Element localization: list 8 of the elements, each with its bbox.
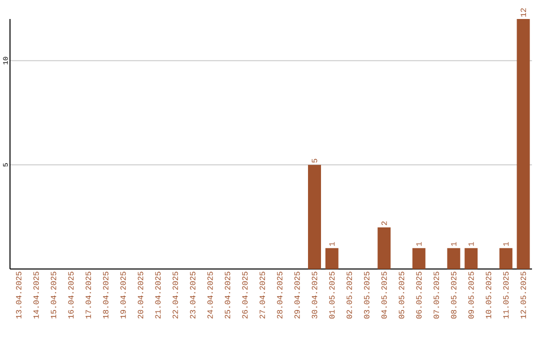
bar	[464, 248, 478, 269]
bar	[499, 248, 512, 269]
bar	[325, 248, 338, 269]
bar	[308, 164, 322, 269]
bar	[516, 18, 530, 269]
bar	[412, 248, 426, 269]
bar	[447, 248, 460, 269]
bar	[378, 227, 391, 269]
